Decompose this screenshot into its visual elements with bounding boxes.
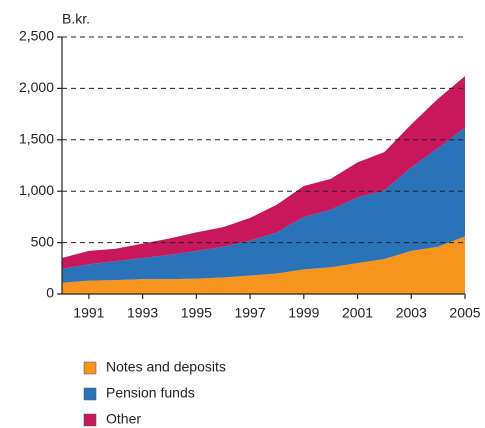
legend-swatch (83, 413, 97, 427)
legend-label: Other (106, 411, 141, 427)
y-tick-label: 500 (31, 233, 55, 249)
y-tick-label: 1,500 (19, 131, 54, 147)
x-tick-label: 1991 (73, 305, 104, 321)
x-tick-label: 2005 (449, 305, 480, 321)
legend-swatch (83, 387, 97, 401)
legend-label: Notes and deposits (106, 359, 226, 375)
legend-label: Pension funds (106, 385, 195, 401)
area (62, 127, 465, 283)
legend-swatch (83, 361, 97, 375)
area (62, 76, 465, 269)
x-tick-label: 1999 (288, 305, 319, 321)
x-tick-label: 1993 (127, 305, 158, 321)
y-unit-label: B.kr. (62, 11, 90, 27)
x-tick-label: 1995 (181, 305, 212, 321)
area (62, 236, 465, 294)
y-tick-label: 0 (46, 285, 54, 301)
y-tick-label: 1,000 (19, 182, 54, 198)
x-tick-label: 1997 (234, 305, 265, 321)
x-tick-label: 2001 (342, 305, 373, 321)
y-tick-label: 2,000 (19, 79, 54, 95)
y-tick-label: 2,500 (19, 28, 54, 44)
x-tick-label: 2003 (396, 305, 427, 321)
